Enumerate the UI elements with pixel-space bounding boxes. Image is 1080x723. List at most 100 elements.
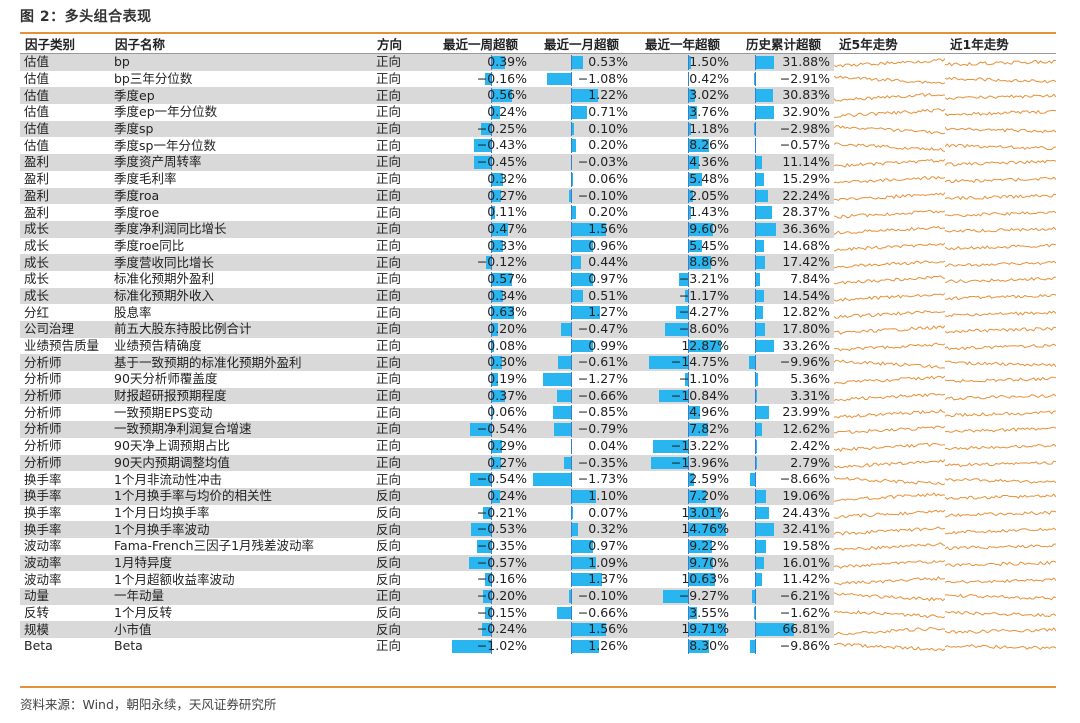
data-bar <box>687 206 692 219</box>
bar-axis <box>490 171 492 187</box>
data-bar <box>481 122 491 136</box>
bar-axis <box>571 639 573 654</box>
data-bar <box>490 339 494 353</box>
excess-value: −4.27% <box>678 304 729 320</box>
bar-axis <box>755 88 757 104</box>
factor-direction: 正向 <box>372 354 430 372</box>
table-row: 成长 标准化预期外收入 正向 0.34% 0.51% −1.17% 14.54% <box>20 287 1056 305</box>
factor-name: 1月特异度 <box>110 554 372 572</box>
trend-1y-sparkline <box>945 404 1056 421</box>
excess-value: −0.20% <box>476 588 527 603</box>
bar-axis <box>490 322 492 337</box>
bar-axis <box>571 205 573 220</box>
trend-1y-sparkline <box>945 588 1056 605</box>
excess-value: 7.20% <box>689 487 729 503</box>
data-bar <box>490 439 502 453</box>
excess-value: 1.43% <box>689 204 729 220</box>
data-bar <box>490 89 512 103</box>
bar-axis <box>571 438 573 454</box>
data-bar <box>547 72 572 86</box>
data-bar <box>571 289 583 303</box>
factor-category: 换手率 <box>20 487 110 505</box>
data-bar <box>755 256 766 269</box>
trend-1y-sparkline <box>945 53 1056 71</box>
factor-name: 季度ep <box>110 87 372 105</box>
data-bar <box>755 423 763 436</box>
data-bar <box>490 106 500 119</box>
figure-title: 图 2：多头组合表现 <box>20 9 152 25</box>
year-excess-cell: 5.45% <box>632 238 733 255</box>
month-excess-cell: −1.27% <box>531 371 632 388</box>
week-excess-cell: −0.45% <box>430 154 531 171</box>
trend-1y-sparkline <box>945 538 1056 555</box>
factor-direction: 反向 <box>372 487 430 505</box>
bar-axis <box>571 155 573 170</box>
data-bar <box>687 339 721 353</box>
excess-value: 0.29% <box>487 437 527 453</box>
data-bar <box>483 590 491 603</box>
trend-1y-sparkline <box>945 171 1056 188</box>
cumulative-excess-cell: 11.14% <box>733 154 834 171</box>
table-body: 估值 bp 正向 0.39% 0.53% 1.50% 31.88% 估值 bp三年分位数 正向 −0… <box>20 53 1056 655</box>
bar-axis <box>687 155 689 170</box>
excess-value: 2.59% <box>689 471 729 487</box>
data-bar <box>755 489 767 503</box>
bar-axis <box>687 605 689 621</box>
year-excess-cell: 9.70% <box>632 554 733 572</box>
factor-direction: 反向 <box>372 554 430 572</box>
excess-value: −13.22% <box>670 437 729 453</box>
table-row: 分析师 基于一致预期的标准化预期外盈利 正向 0.30% −0.61% −14.75% −9… <box>20 354 1056 372</box>
table-row: 分析师 财报超研报预期程度 正向 0.37% −0.66% −10.84% 3.31% <box>20 387 1056 405</box>
bar-axis <box>755 138 757 154</box>
trend-5y-sparkline <box>834 187 945 205</box>
cumulative-excess-cell: 17.42% <box>733 254 834 271</box>
excess-value: 17.80% <box>782 321 830 336</box>
data-bar <box>684 289 688 303</box>
excess-value: 22.24% <box>782 187 830 203</box>
year-excess-cell: 1.50% <box>632 53 733 71</box>
data-bar <box>755 89 773 103</box>
bar-axis <box>571 88 573 104</box>
excess-value: 1.27% <box>588 304 628 320</box>
excess-value: −9.27% <box>678 588 729 603</box>
table-row: 盈利 季度roe 正向 0.11% 0.20% 1.43% 28.37% <box>20 204 1056 221</box>
bar-axis <box>687 589 689 604</box>
week-excess-cell: 0.34% <box>430 287 531 305</box>
week-excess-cell: −0.35% <box>430 538 531 555</box>
data-bar <box>749 356 756 370</box>
data-bar <box>687 56 692 69</box>
table-row: 换手率 1个月日均换手率 反向 −0.21% 0.07% 13.01% 24.43% <box>20 505 1056 522</box>
excess-value: −0.43% <box>476 137 527 153</box>
data-bar <box>570 156 572 169</box>
header-category: 因子类别 <box>20 34 110 54</box>
excess-value: 12.62% <box>782 421 830 437</box>
factor-direction: 正向 <box>376 338 402 354</box>
excess-value: 0.30% <box>487 354 527 370</box>
bar-axis <box>490 522 492 537</box>
trend-5y-sparkline <box>834 487 945 505</box>
factor-performance-table: 因子类别 因子名称 方向 最近一周超额 最近一月超额 最近一年超额 历史累计超额… <box>20 34 1056 655</box>
excess-value: 30.83% <box>782 87 830 103</box>
cumulative-excess-cell: 31.88% <box>733 53 834 71</box>
year-excess-cell: 19.71% <box>632 621 733 639</box>
month-excess-cell: 0.10% <box>531 120 632 138</box>
table-row: 成长 标准化预期外盈利 正向 0.57% 0.97% −3.21% 7.84% <box>20 271 1056 288</box>
data-bar <box>749 640 756 653</box>
excess-value: 19.06% <box>782 487 830 503</box>
month-excess-cell: 0.51% <box>531 287 632 305</box>
trend-5y-sparkline <box>834 120 945 138</box>
bar-axis <box>687 338 689 354</box>
factor-direction: 正向 <box>376 438 402 454</box>
bar-axis <box>571 355 573 371</box>
factor-name: bp三年分位数 <box>114 71 193 87</box>
data-bar <box>755 56 774 69</box>
table-row: 规模 小市值 反向 −0.24% 1.56% 19.71% 66.81% <box>20 621 1056 639</box>
data-bar <box>482 506 491 520</box>
trend-1y-sparkline <box>945 505 1056 522</box>
week-excess-cell: 0.06% <box>430 404 531 421</box>
header-year-excess: 最近一年超额 <box>632 34 733 54</box>
bar-axis <box>755 121 757 137</box>
factor-name: 季度roa <box>110 187 372 205</box>
cumulative-excess-cell: −9.86% <box>733 638 834 655</box>
data-bar <box>687 222 713 236</box>
